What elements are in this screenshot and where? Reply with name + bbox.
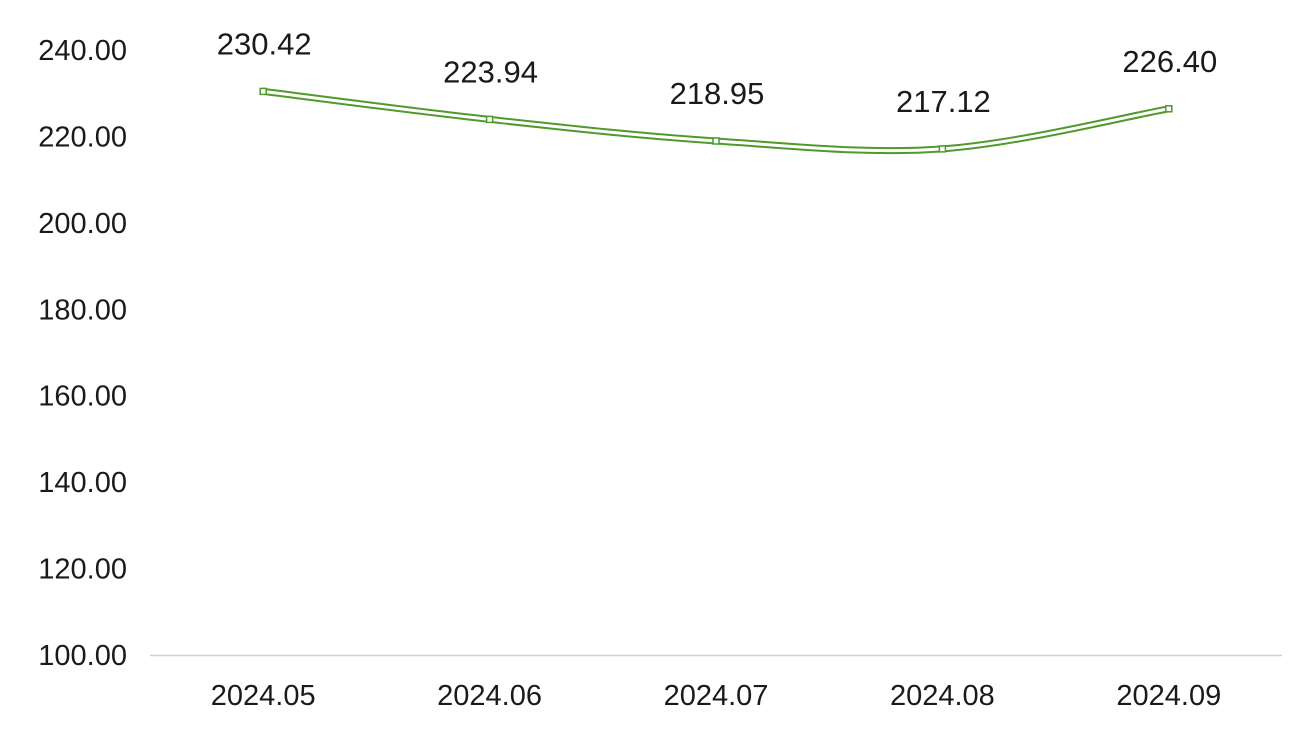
data-point — [712, 137, 720, 145]
data-point — [485, 115, 494, 124]
y-tick-label: 140.00 — [38, 467, 127, 499]
y-tick-label: 160.00 — [38, 381, 127, 413]
data-point — [259, 87, 267, 96]
data-point — [1165, 105, 1173, 113]
x-tick-label: 2024.07 — [664, 680, 769, 712]
data-label: 223.94 — [443, 54, 538, 89]
series-group — [259, 87, 1173, 155]
data-point — [938, 145, 947, 153]
x-axis: 2024.05 2024.06 2024.07 2024.08 2024.09 — [211, 680, 1221, 712]
x-tick-label: 2024.09 — [1116, 680, 1221, 712]
y-tick-label: 180.00 — [38, 294, 127, 326]
y-tick-label: 120.00 — [38, 554, 127, 586]
x-tick-label: 2024.05 — [211, 680, 316, 712]
x-tick-label: 2024.08 — [890, 680, 995, 712]
y-tick-label: 240.00 — [38, 35, 127, 67]
data-labels: 230.42 223.94 218.95 217.12 226.40 — [217, 26, 1217, 118]
y-axis: 100.00 120.00 140.00 160.00 180.00 200.00 220.… — [38, 35, 127, 672]
y-tick-label: 100.00 — [38, 640, 127, 672]
x-tick-label: 2024.06 — [437, 680, 542, 712]
y-tick-label: 220.00 — [38, 121, 127, 153]
data-label: 218.95 — [670, 76, 765, 111]
data-label: 226.40 — [1122, 44, 1217, 79]
y-tick-label: 200.00 — [38, 208, 127, 240]
data-label: 230.42 — [217, 26, 312, 61]
data-label: 217.12 — [896, 84, 991, 119]
